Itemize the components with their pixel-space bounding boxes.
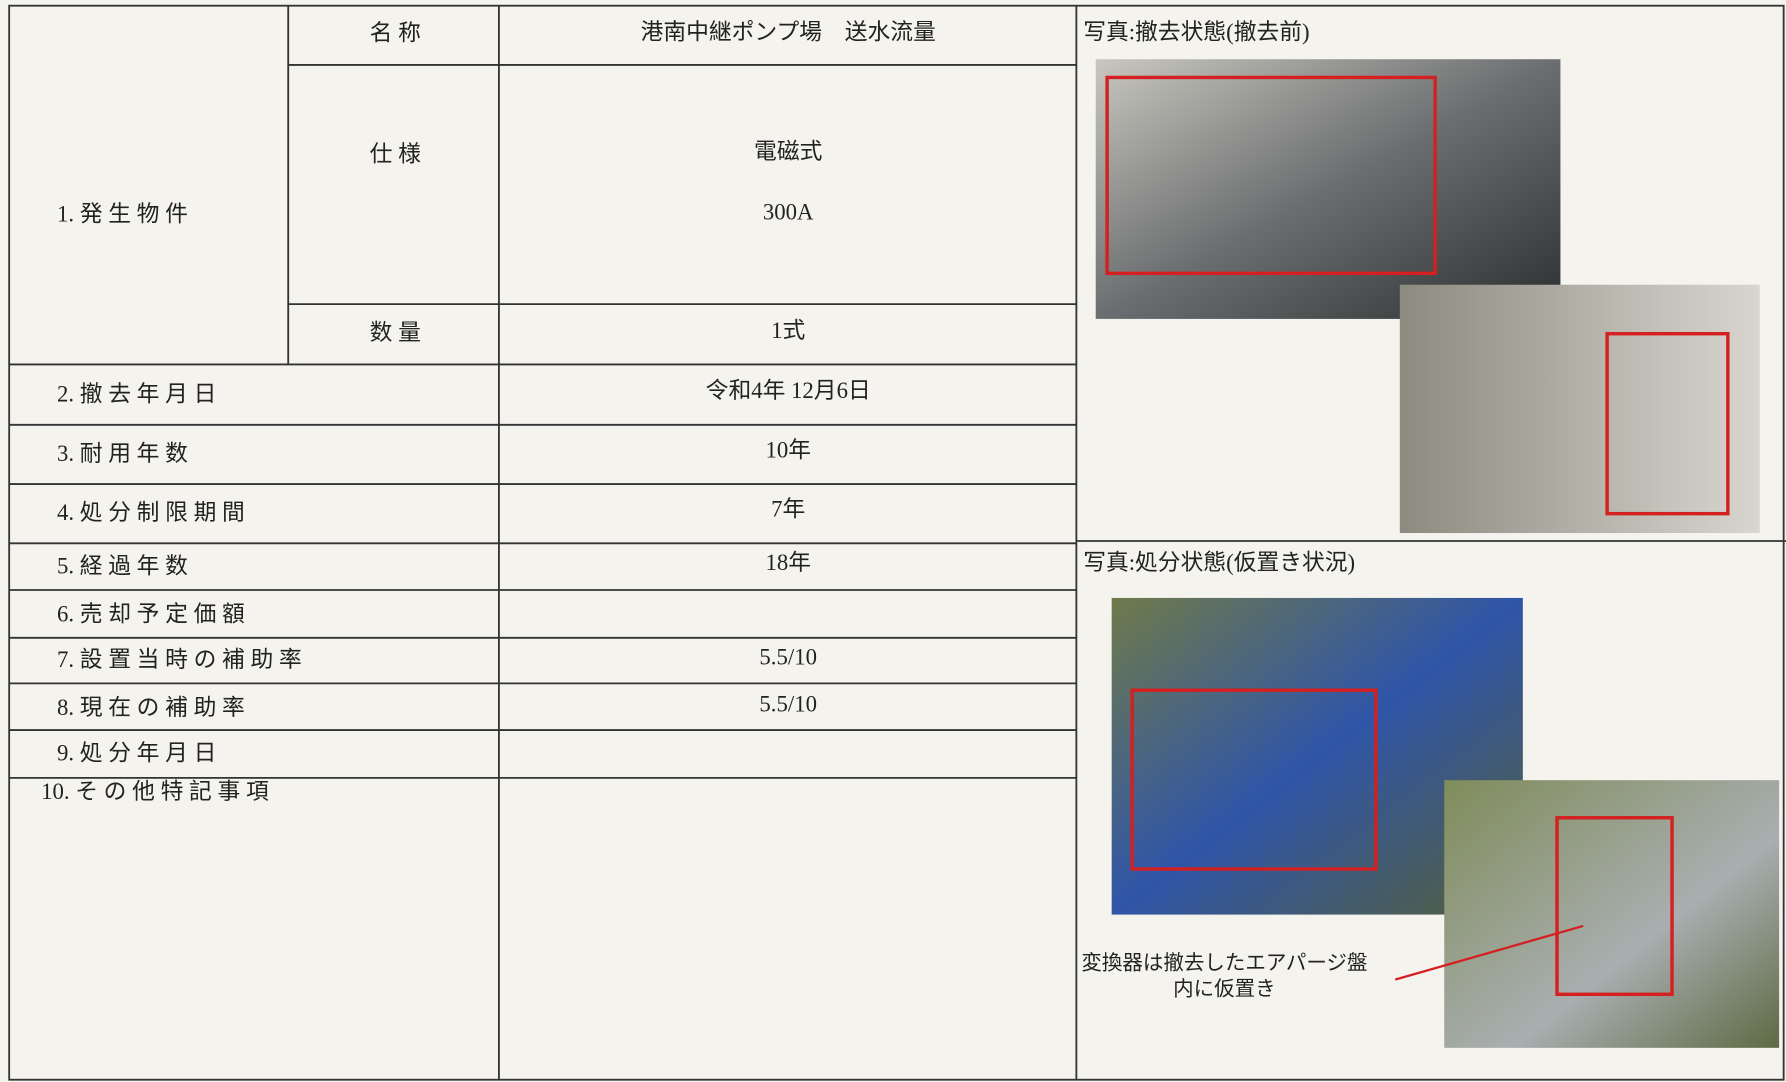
row-label: 5. 経 過 年 数 bbox=[57, 554, 188, 579]
row-value: 令和4年 12月6日 bbox=[706, 378, 871, 403]
row-value: 5.5/10 bbox=[759, 645, 817, 670]
field-value: 電磁式 bbox=[754, 139, 822, 164]
field-label: 仕 様 bbox=[370, 141, 421, 166]
row-label: 3. 耐 用 年 数 bbox=[57, 441, 188, 466]
field-label: 数 量 bbox=[370, 320, 421, 345]
field-value: 1式 bbox=[771, 318, 805, 343]
row-value: 7年 bbox=[771, 497, 805, 522]
item-label: 1. 発 生 物 件 bbox=[57, 202, 188, 227]
photo-after-panel bbox=[1444, 780, 1780, 1048]
row-label: 10. そ の 他 特 記 事 項 bbox=[41, 779, 269, 804]
row-value: 5.5/10 bbox=[759, 691, 817, 716]
photo-before-panel bbox=[1399, 284, 1760, 534]
arrow bbox=[1394, 924, 1584, 981]
field-label: 名 称 bbox=[370, 21, 421, 46]
texts: 1. 発 生 物 件 名 称 港南中継ポンプ場 送水流量 仕 様 電磁式 300… bbox=[41, 19, 1367, 1000]
row-label: 9. 処 分 年 月 日 bbox=[57, 740, 216, 765]
photo-before-pipe bbox=[1095, 59, 1561, 319]
row-label: 7. 設 置 当 時 の 補 助 率 bbox=[57, 647, 302, 672]
row-value: 18年 bbox=[765, 550, 811, 575]
photo-caption: 写真:処分状態(仮置き状況) bbox=[1083, 550, 1355, 575]
photos bbox=[1095, 59, 1780, 1048]
row-label: 4. 処 分 制 限 期 間 bbox=[57, 500, 245, 525]
field-value: 300A bbox=[763, 199, 814, 224]
table-lines bbox=[8, 4, 1786, 1081]
photo-note: 変換器は撤去したエアパージ盤 bbox=[1081, 951, 1367, 974]
field-value: 港南中継ポンプ場 送水流量 bbox=[641, 19, 936, 44]
row-label: 2. 撤 去 年 月 日 bbox=[57, 382, 216, 407]
row-label: 6. 売 却 予 定 価 額 bbox=[57, 601, 245, 626]
row-value: 10年 bbox=[765, 437, 811, 462]
photo-note: 内に仮置き bbox=[1173, 978, 1276, 1001]
photo-caption: 写真:撤去状態(撤去前) bbox=[1083, 19, 1309, 44]
row-label: 8. 現 在 の 補 助 率 bbox=[57, 695, 245, 720]
